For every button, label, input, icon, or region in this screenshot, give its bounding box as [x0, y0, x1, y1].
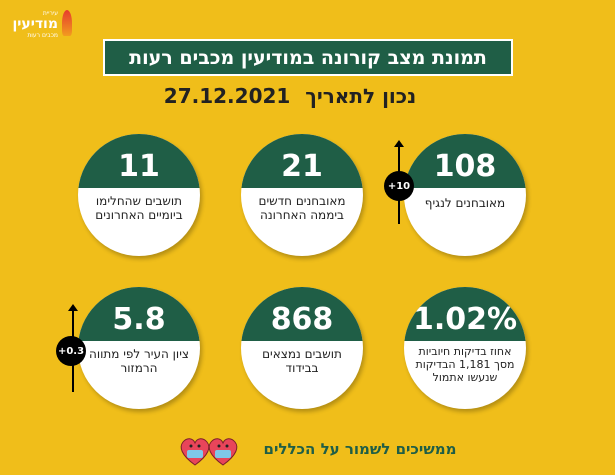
flame-icon	[62, 10, 72, 36]
logo-main-text: מודיעין	[12, 16, 58, 32]
date-value: 27.12.2021	[163, 84, 291, 108]
stat-value: 11	[78, 134, 200, 188]
stat-value: 1.02%	[404, 287, 526, 341]
date-line: נכון לתאריך 27.12.2021	[160, 84, 420, 108]
stat-card-traffic-light-score: 5.8 ציון העיר לפי מתווה הרמזור	[78, 287, 200, 409]
stat-card-recovered: 11 תושבים שהחלימו ביומיים האחרונים	[78, 134, 200, 256]
stat-label: מאובחנים לנגיף	[424, 196, 506, 210]
date-label: נכון לתאריך	[305, 84, 417, 108]
stat-value: 21	[241, 134, 363, 188]
stat-card-positive-rate: 1.02% אחוז בדיקות חיוביות מסך 1,181 הבדי…	[404, 287, 526, 409]
stat-card-diagnosed: 108 מאובחנים לנגיף	[404, 134, 526, 256]
footer-slogan: ממשיכים לשמור על הכללים	[263, 440, 457, 458]
stat-value: 5.8	[78, 287, 200, 341]
stat-value: 868	[241, 287, 363, 341]
change-badge: +0.3	[56, 336, 86, 366]
stat-label: אחוז בדיקות חיוביות מסך 1,181 הבדיקות שנ…	[415, 345, 515, 384]
stat-label: מאובחנים חדשים ביממה האחרונה	[258, 194, 346, 222]
page-title: תמונת מצב קורונה במודיעין מכבים רעות	[103, 39, 513, 76]
stat-label: תושבים שהחלימו ביומיים האחרונים	[95, 194, 183, 222]
logo-top-text: עיריית	[42, 10, 58, 17]
change-badge: +10	[384, 171, 414, 201]
stat-card-new-cases: 21 מאובחנים חדשים ביממה האחרונה	[241, 134, 363, 256]
logo-sub-text: מכבים רעות	[27, 32, 58, 39]
stat-label: ציון העיר לפי מתווה הרמזור	[88, 347, 189, 375]
stat-label: תושבים נמצאים בבידוד	[262, 347, 342, 375]
city-logo: עיריית מודיעין מכבים רעות	[8, 6, 74, 42]
masked-hearts-icon	[180, 438, 238, 466]
stat-value: 108	[404, 134, 526, 188]
stat-card-isolation: 868 תושבים נמצאים בבידוד	[241, 287, 363, 409]
